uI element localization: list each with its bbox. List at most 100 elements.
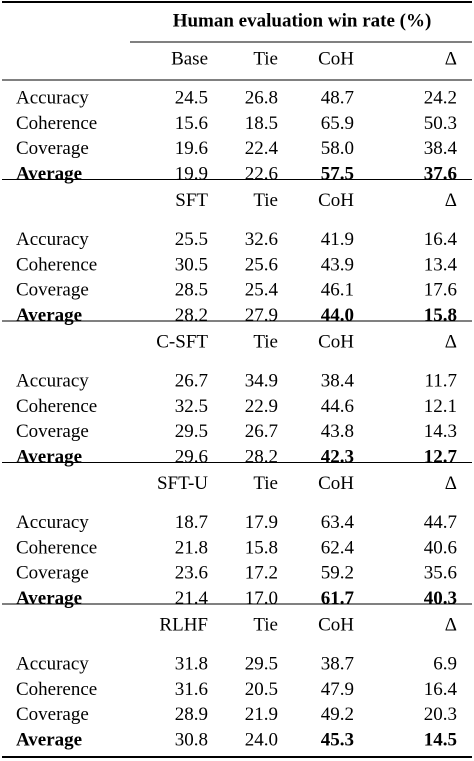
cell: 25.4 [245,280,279,301]
cell: 25.5 [175,229,208,250]
cell: 24.0 [245,730,278,751]
cell: 44.7 [424,512,457,533]
cell: 32.6 [245,229,278,250]
cell: 63.4 [321,512,355,533]
cell: 31.6 [175,679,208,700]
cell: 47.9 [321,679,354,700]
column-header: CoH [318,190,354,211]
row-label: Accuracy [16,370,89,391]
column-header: RLHF [159,614,208,635]
column-header: Tie [253,473,278,494]
cell: 24.5 [175,87,208,108]
column-header: Tie [253,48,278,69]
cell: 27.9 [245,305,278,326]
column-header: Tie [253,331,278,352]
column-header: CoH [318,48,354,69]
cell: 18.7 [175,512,208,533]
cell: 29.5 [245,653,278,674]
row-label: Coverage [16,421,89,442]
column-header: CoH [318,473,354,494]
cell: 24.2 [424,87,457,108]
row-label: Coverage [16,704,89,725]
cell: 49.2 [321,704,354,725]
cell: 30.5 [175,254,208,275]
cell: 42.3 [321,447,354,468]
column-header: Tie [253,190,278,211]
cell: 38.4 [321,370,355,391]
column-header: Tie [253,614,278,635]
cell: 28.2 [175,305,208,326]
row-label: Accuracy [16,653,89,674]
cell: 19.9 [175,164,208,185]
cell: 57.5 [321,164,354,185]
cell: 21.4 [175,588,209,609]
cell: 15.8 [245,537,278,558]
column-header: SFT-U [157,473,208,494]
column-header: Δ [445,614,457,635]
column-header: Δ [445,48,457,69]
cell: 46.1 [321,280,354,301]
cell: 26.7 [245,421,278,442]
cell: 34.9 [245,370,278,391]
row-label: Coverage [16,280,89,301]
cell: 62.4 [321,537,355,558]
cell: 14.5 [424,730,457,751]
cell: 22.4 [245,138,279,159]
cell: 40.6 [424,537,457,558]
cell: 19.6 [175,138,208,159]
cell: 44.6 [321,396,354,417]
cell: 29.5 [175,421,208,442]
row-label: Accuracy [16,512,89,533]
cell: 12.1 [424,396,457,417]
cell: 22.9 [245,396,278,417]
column-header: Δ [445,331,457,352]
column-header: SFT [175,190,208,211]
column-header: CoH [318,331,354,352]
row-label: Average [16,447,82,468]
cell: 45.3 [321,730,354,751]
table-title: Human evaluation win rate (%) [173,10,432,31]
cell: 28.9 [175,704,208,725]
row-label: Coherence [16,254,97,275]
cell: 65.9 [321,113,354,134]
cell: 23.6 [175,563,208,584]
cell: 11.7 [424,370,457,391]
cell: 13.4 [424,254,458,275]
cell: 18.5 [245,113,278,134]
row-label: Average [16,730,82,751]
cell: 61.7 [321,588,355,609]
row-label: Coherence [16,537,97,558]
cell: 28.5 [175,280,208,301]
row-label: Coherence [16,679,97,700]
cell: 17.9 [245,512,278,533]
cell: 15.6 [175,113,208,134]
column-header: C-SFT [156,331,208,352]
cell: 17.6 [424,280,457,301]
cell: 44.0 [321,305,354,326]
cell: 16.4 [424,679,458,700]
cell: 32.5 [175,396,208,417]
cell: 25.6 [245,254,278,275]
cell: 59.2 [321,563,354,584]
cell: 29.6 [175,447,208,468]
cell: 35.6 [424,563,457,584]
cell: 20.5 [245,679,278,700]
cell: 40.3 [424,588,457,609]
cell: 43.9 [321,254,354,275]
column-header: Δ [445,473,457,494]
cell: 41.9 [321,229,354,250]
row-label: Coverage [16,138,89,159]
cell: 26.7 [175,370,208,391]
cell: 6.9 [433,653,457,674]
cell: 50.3 [424,113,457,134]
cell: 20.3 [424,704,457,725]
row-label: Accuracy [16,87,89,108]
cell: 38.7 [321,653,354,674]
cell: 16.4 [424,229,458,250]
row-label: Average [16,305,82,326]
cell: 30.8 [175,730,208,751]
cell: 31.8 [175,653,208,674]
column-header: CoH [318,614,354,635]
cell: 43.8 [321,421,354,442]
